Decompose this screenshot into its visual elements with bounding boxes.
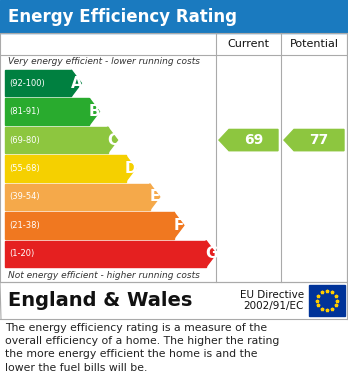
Bar [309,285,345,316]
Text: (1-20): (1-20) [9,249,34,258]
Polygon shape [108,127,118,153]
Text: (92-100): (92-100) [9,79,45,88]
Text: (21-38): (21-38) [9,221,40,230]
Bar [5,184,150,210]
Bar [5,99,89,125]
Text: Very energy efficient - lower running costs: Very energy efficient - lower running co… [8,57,200,66]
Text: D: D [124,161,137,176]
Polygon shape [284,129,344,151]
Text: A: A [70,76,82,91]
Bar [5,127,108,153]
Text: C: C [107,133,118,147]
Bar [0,0,348,33]
Bar [0,33,347,282]
Text: (69-80): (69-80) [9,136,40,145]
Text: Current: Current [228,39,269,49]
Bar [5,212,174,239]
Text: G: G [205,246,217,261]
Bar [0,282,348,319]
Bar [5,70,71,97]
Polygon shape [219,129,278,151]
Text: Energy Efficiency Rating: Energy Efficiency Rating [8,7,237,25]
Text: The energy efficiency rating is a measure of the
overall efficiency of a home. T: The energy efficiency rating is a measur… [5,323,279,373]
Text: (55-68): (55-68) [9,164,40,173]
Polygon shape [174,212,184,239]
Polygon shape [206,240,216,267]
Text: F: F [174,218,184,233]
Bar [5,155,126,182]
Text: 69: 69 [244,133,263,147]
Text: Potential: Potential [290,39,339,49]
Polygon shape [126,155,136,182]
Text: EU Directive
2002/91/EC: EU Directive 2002/91/EC [240,290,304,311]
Text: England & Wales: England & Wales [8,291,192,310]
Text: Not energy efficient - higher running costs: Not energy efficient - higher running co… [8,271,200,280]
Text: (81-91): (81-91) [9,107,40,116]
Text: (39-54): (39-54) [9,192,40,201]
Polygon shape [89,99,100,125]
Bar [5,240,206,267]
Polygon shape [150,184,160,210]
Text: E: E [150,189,160,204]
Text: B: B [89,104,100,119]
Polygon shape [71,70,81,97]
Text: 77: 77 [309,133,329,147]
